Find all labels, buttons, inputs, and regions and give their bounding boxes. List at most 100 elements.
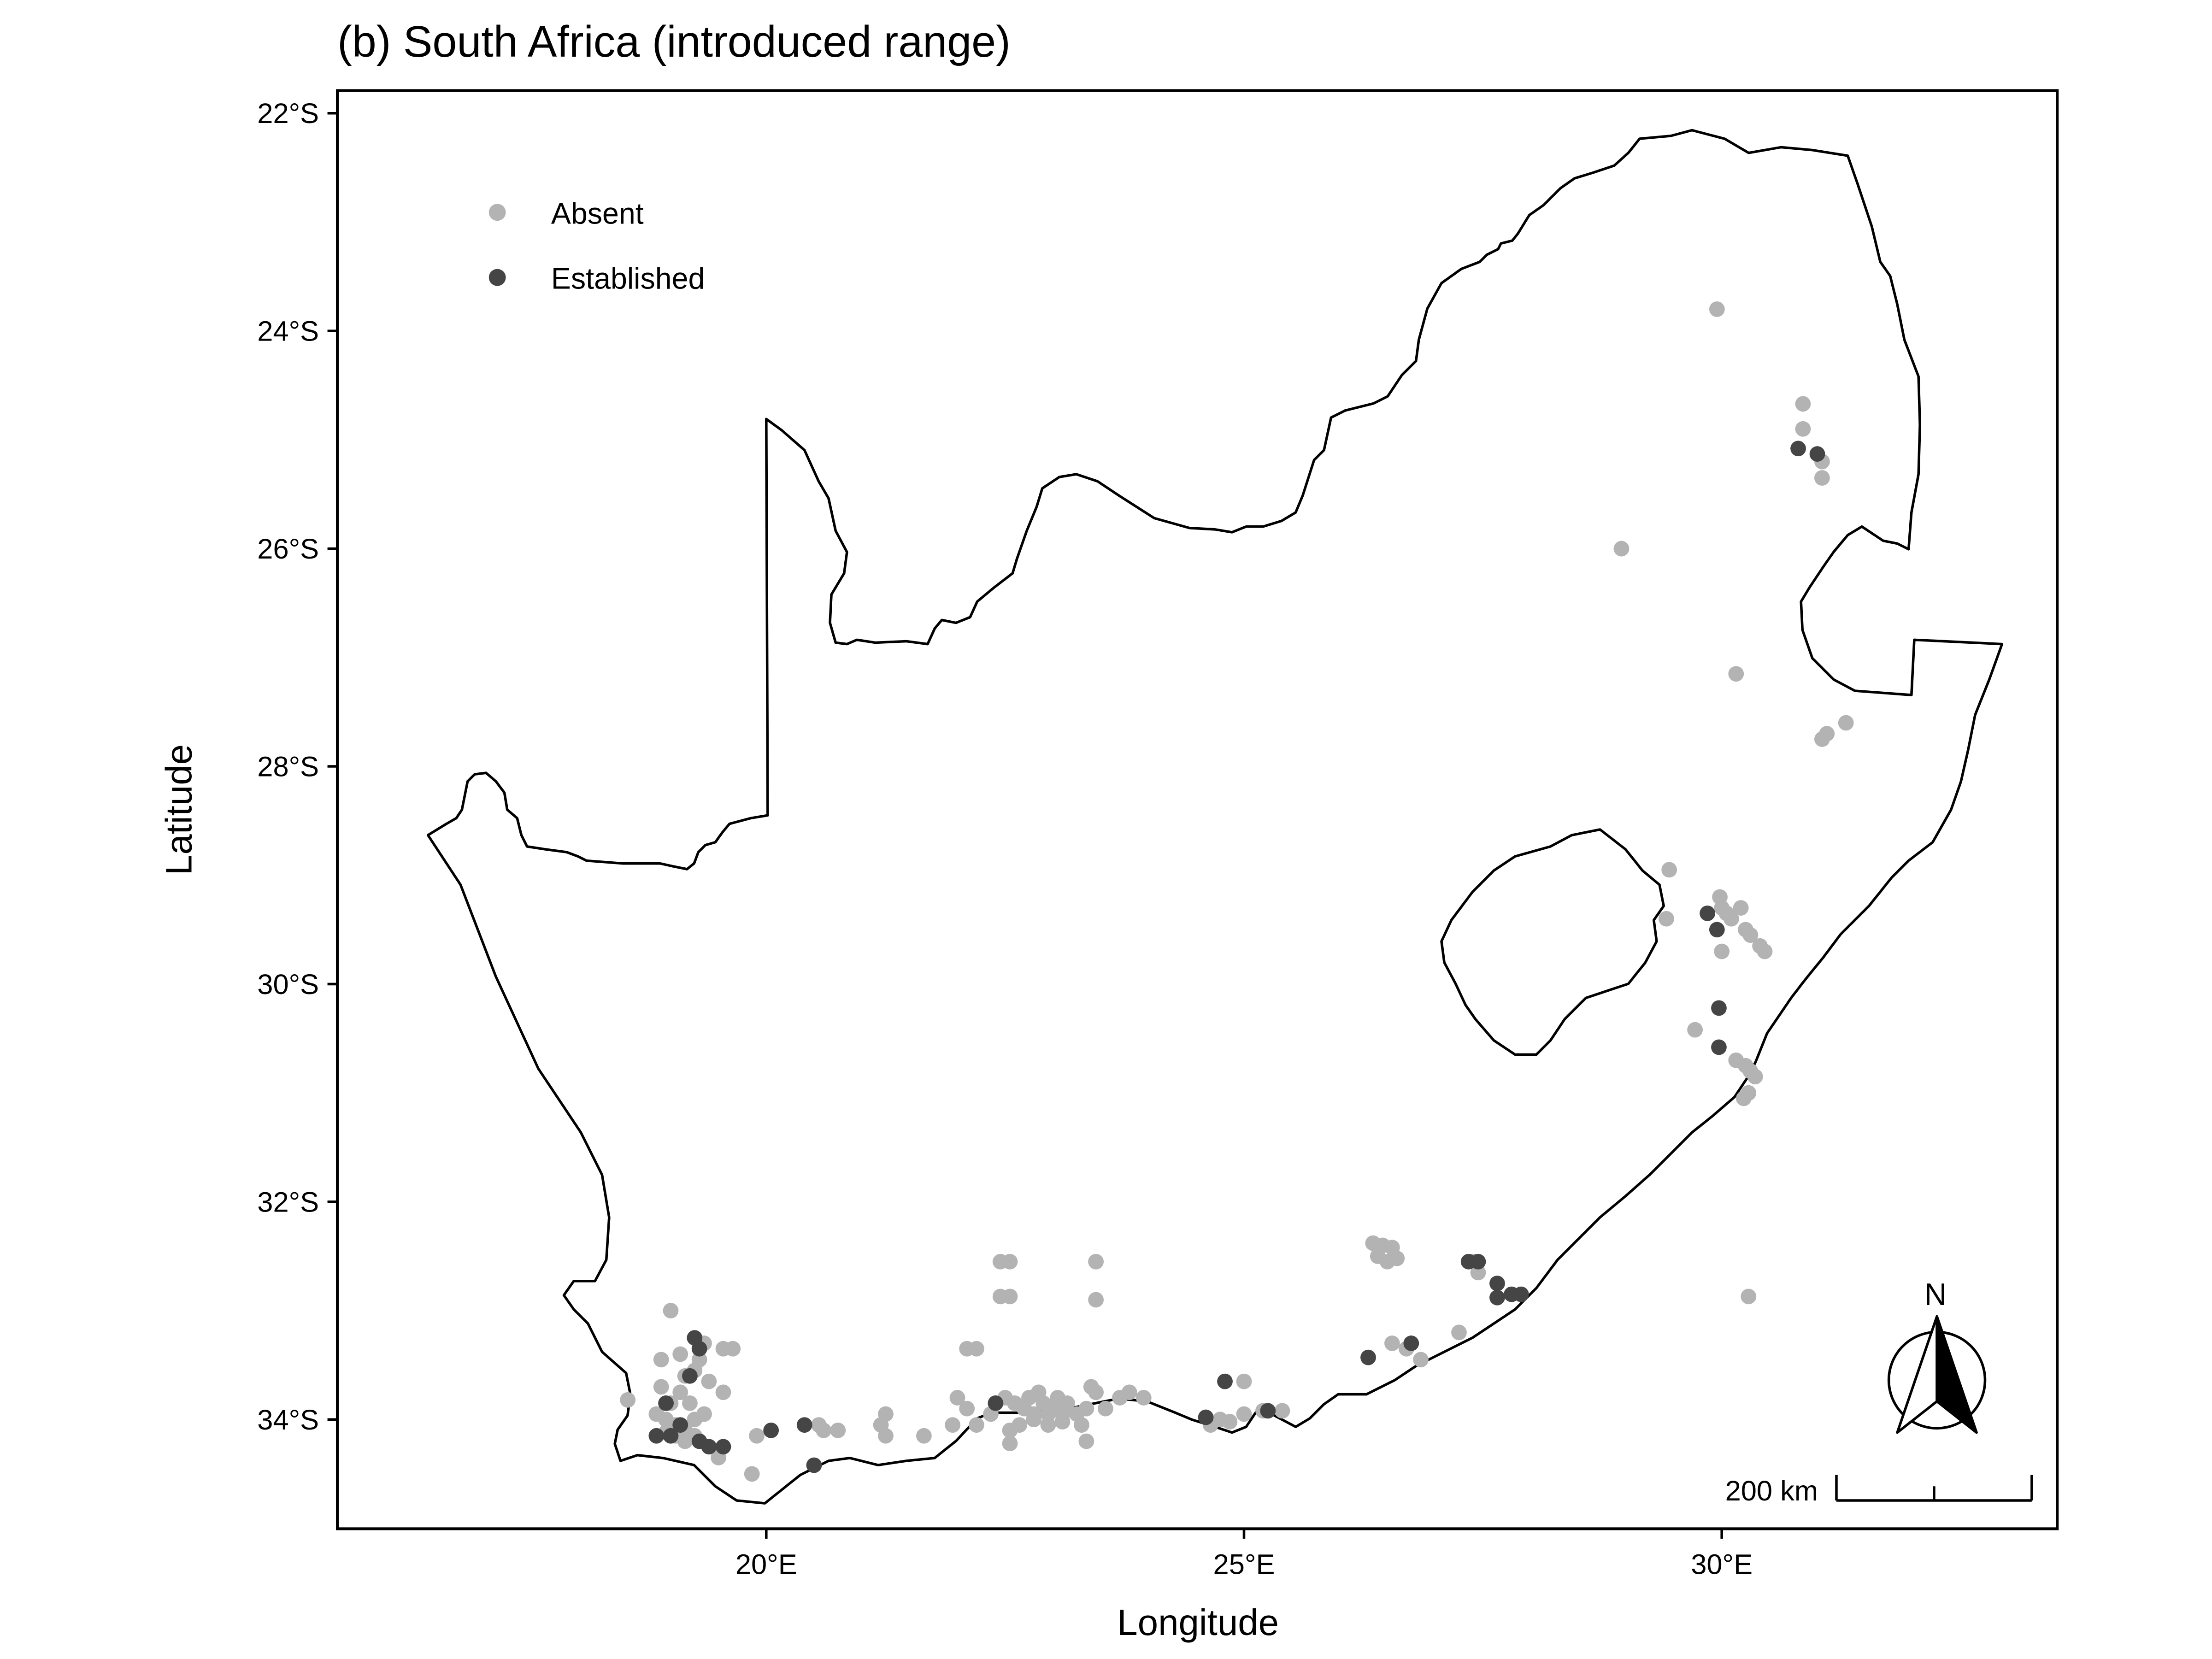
absent-point	[1274, 1403, 1290, 1419]
legend-key-absent	[488, 204, 506, 221]
established-point	[1403, 1335, 1419, 1351]
absent-point	[1074, 1417, 1089, 1433]
established-point	[672, 1417, 688, 1433]
absent-point	[878, 1428, 894, 1444]
absent-point	[1078, 1433, 1094, 1449]
established-point	[691, 1433, 707, 1449]
absent-point	[701, 1373, 717, 1389]
established-point	[1489, 1276, 1505, 1291]
south-africa-outline	[426, 129, 2004, 1505]
absent-point	[1757, 943, 1773, 959]
absent-point	[1819, 726, 1835, 742]
legend: Absent Established	[488, 197, 705, 295]
absent-point	[1054, 1406, 1071, 1422]
map-title: (b) South Africa (introduced range)	[337, 18, 1011, 66]
absent-point	[663, 1303, 679, 1318]
absent-point	[620, 1392, 636, 1408]
y-tick-label: 34°S	[257, 1404, 319, 1436]
absent-point	[992, 1253, 1008, 1270]
established-point	[1217, 1373, 1233, 1389]
y-axis-ticks: 22°S 24°S 26°S 28°S 30°S 32°S 34°S	[257, 98, 338, 1436]
absent-point	[1002, 1288, 1018, 1305]
absent-point	[816, 1423, 832, 1438]
absent-point	[682, 1395, 698, 1411]
absent-point	[949, 1390, 965, 1406]
y-tick-label: 24°S	[257, 316, 319, 347]
established-points	[648, 441, 1825, 1473]
absent-point	[1236, 1373, 1252, 1389]
absent-point	[749, 1428, 765, 1444]
absent-point	[1814, 470, 1830, 486]
established-point	[1489, 1289, 1505, 1306]
established-point	[648, 1428, 665, 1444]
north-arrow-label: N	[1924, 1277, 1947, 1312]
absent-point	[1121, 1384, 1137, 1400]
north-arrow: N	[1887, 1277, 1987, 1434]
established-point	[806, 1457, 822, 1473]
established-point	[1700, 905, 1715, 921]
north-arrow-right-half-icon	[1936, 1315, 1978, 1434]
absent-point	[969, 1341, 984, 1357]
established-point	[1711, 1000, 1727, 1016]
absent-point	[744, 1466, 760, 1482]
established-point	[1809, 446, 1825, 462]
absent-point	[725, 1341, 741, 1357]
absent-point	[1040, 1417, 1056, 1433]
absent-point	[1078, 1400, 1094, 1417]
legend-key-established	[488, 269, 506, 286]
x-axis-ticks: 20°E 25°E 30°E	[735, 1529, 1753, 1581]
y-axis-title: Latitude	[159, 744, 200, 875]
absent-point	[1097, 1400, 1113, 1417]
legend-label-absent: Absent	[551, 197, 644, 230]
established-point	[663, 1428, 679, 1444]
absent-point	[1838, 715, 1854, 731]
established-point	[1198, 1409, 1214, 1425]
absent-point	[1088, 1292, 1104, 1308]
x-axis-title: Longitude	[1117, 1602, 1279, 1643]
established-point	[1709, 922, 1725, 938]
absent-point	[1709, 301, 1725, 317]
absent-point	[1088, 1253, 1104, 1270]
absent-point	[1728, 666, 1744, 682]
plot-panel-border	[336, 89, 2059, 1530]
absent-point	[672, 1384, 688, 1400]
absent-point	[1795, 396, 1811, 412]
absent-point	[1741, 1288, 1757, 1305]
established-point	[715, 1439, 731, 1455]
established-point	[691, 1341, 707, 1357]
absent-point	[1451, 1324, 1467, 1341]
absent-point	[715, 1384, 731, 1400]
x-tick-label: 20°E	[735, 1549, 797, 1581]
absent-point	[696, 1406, 712, 1422]
y-tick-label: 30°S	[257, 969, 319, 1000]
established-point	[1260, 1403, 1276, 1419]
absent-point	[1659, 911, 1674, 927]
established-point	[1711, 1039, 1727, 1055]
north-arrow-left-half-icon	[1896, 1315, 1938, 1434]
established-point	[763, 1423, 779, 1438]
established-point	[1513, 1286, 1529, 1302]
absent-point	[1389, 1250, 1405, 1266]
absent-point	[1735, 1090, 1752, 1106]
absent-point	[1747, 1069, 1763, 1085]
absent-point	[1795, 421, 1811, 437]
x-tick-label: 30°E	[1691, 1549, 1753, 1581]
absent-point	[672, 1346, 688, 1362]
established-point	[988, 1395, 1004, 1411]
absent-point	[653, 1379, 669, 1395]
absent-point	[1083, 1379, 1099, 1395]
legend-label-established: Established	[551, 262, 705, 295]
y-tick-label: 22°S	[257, 98, 319, 129]
established-point	[796, 1417, 812, 1433]
established-point	[1790, 441, 1806, 457]
absent-point	[1012, 1417, 1028, 1433]
scale-bar: 200 km	[1725, 1475, 2033, 1507]
scale-bar-label: 200 km	[1725, 1475, 1818, 1507]
established-point	[682, 1368, 698, 1384]
absent-point	[1222, 1414, 1238, 1430]
y-tick-label: 32°S	[257, 1186, 319, 1218]
absent-point	[1613, 541, 1630, 557]
absent-point	[1687, 1022, 1703, 1038]
absent-point	[969, 1417, 984, 1433]
